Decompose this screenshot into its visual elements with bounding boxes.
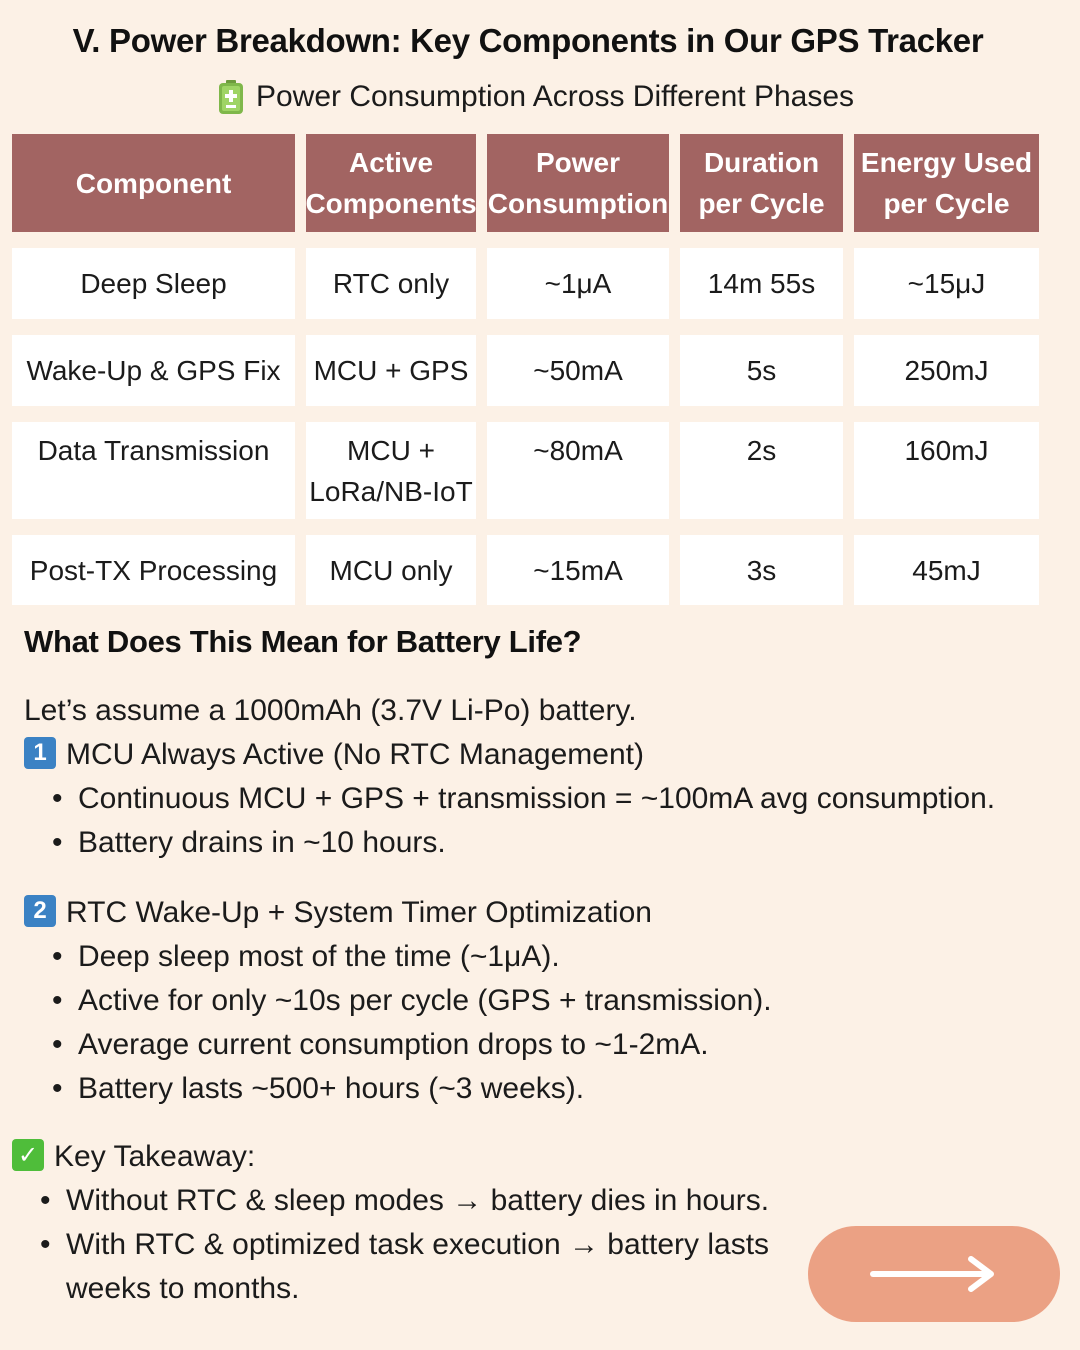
column-header: Duration per Cycle xyxy=(680,134,843,232)
table-cell: ~50mA xyxy=(487,335,669,406)
list-item-text: Without RTC & sleep modes → battery dies… xyxy=(66,1184,770,1217)
column-header: Power Consumption xyxy=(487,134,669,232)
table-cell: Deep Sleep xyxy=(12,248,295,319)
page-subtitle: Power Consumption Across Different Phase… xyxy=(0,80,1072,114)
table-cell: 2s xyxy=(680,422,843,519)
list-item-text: Battery lasts ~500+ hours (~3 weeks). xyxy=(78,1072,585,1105)
list-item: • Battery lasts ~500+ hours (~3 weeks). xyxy=(52,1072,585,1105)
list-item-text: Deep sleep most of the time (~1μA). xyxy=(78,940,560,973)
table-cell: 160mJ xyxy=(854,422,1039,519)
table-cell: ~80mA xyxy=(487,422,669,519)
battery-icon xyxy=(218,80,244,114)
table-cell: 250mJ xyxy=(854,335,1039,406)
power-table: Component Active Components Power Consum… xyxy=(12,134,1039,605)
list-item-text: Continuous MCU + GPS + transmission = ~1… xyxy=(78,782,996,815)
list-item: • Average current consumption drops to ~1… xyxy=(52,1028,709,1061)
column-header: Energy Used per Cycle xyxy=(854,134,1039,232)
table-cell: MCU + GPS xyxy=(306,335,476,406)
list-item-text: Active for only ~10s per cycle (GPS + tr… xyxy=(78,984,772,1017)
scenario-1-title: 1 MCU Always Active (No RTC Management) xyxy=(24,737,644,772)
list-item: • With RTC & optimized task execution → b… xyxy=(40,1228,770,1261)
scenario-title-text: RTC Wake-Up + System Timer Optimization xyxy=(66,896,652,929)
intro-text: Let’s assume a 1000mAh (3.7V Li-Po) batt… xyxy=(24,694,637,727)
column-header: Component xyxy=(12,134,295,232)
list-item: • Without RTC & sleep modes → battery die… xyxy=(40,1184,770,1217)
table-cell: Post-TX Processing xyxy=(12,535,295,605)
table-cell: 5s xyxy=(680,335,843,406)
table-cell: 14m 55s xyxy=(680,248,843,319)
list-item: • Battery drains in ~10 hours. xyxy=(52,826,446,859)
takeaway-title: ✓ Key Takeaway: xyxy=(12,1139,256,1174)
arrow-right-icon xyxy=(870,1256,994,1292)
table-cell: MCU + LoRa/NB-IoT xyxy=(306,422,476,519)
table-cell: ~1μA xyxy=(487,248,669,319)
table-cell: Data Transmission xyxy=(12,422,295,519)
page-title: V. Power Breakdown: Key Components in Ou… xyxy=(72,22,984,59)
table-cell: MCU only xyxy=(306,535,476,605)
number-one-icon: 1 xyxy=(24,737,56,770)
scenario-title-text: MCU Always Active (No RTC Management) xyxy=(66,738,644,771)
table-cell: Wake-Up & GPS Fix xyxy=(12,335,295,406)
list-item: • Active for only ~10s per cycle (GPS + t… xyxy=(52,984,772,1017)
table-cell: ~15μJ xyxy=(854,248,1039,319)
list-item-continuation: weeks to months. xyxy=(66,1272,300,1305)
subtitle-text: Power Consumption Across Different Phase… xyxy=(255,80,855,113)
number-two-icon: 2 xyxy=(24,895,56,928)
battery-life-heading: What Does This Mean for Battery Life? xyxy=(24,624,582,659)
list-item: • Deep sleep most of the time (~1μA). xyxy=(52,940,560,973)
takeaway-title-text: Key Takeaway: xyxy=(54,1140,256,1173)
table-cell: 45mJ xyxy=(854,535,1039,605)
column-header: Active Components xyxy=(305,134,477,232)
table-cell: RTC only xyxy=(306,248,476,319)
check-icon: ✓ xyxy=(12,1139,44,1172)
list-item-text: Battery drains in ~10 hours. xyxy=(78,826,446,859)
list-item-text: Average current consumption drops to ~1-… xyxy=(78,1028,709,1061)
table-cell: ~15mA xyxy=(487,535,669,605)
table-cell: 3s xyxy=(680,535,843,605)
next-button[interactable] xyxy=(808,1226,1060,1322)
scenario-2-title: 2 RTC Wake-Up + System Timer Optimization xyxy=(24,895,652,930)
list-item: • Continuous MCU + GPS + transmission = ~… xyxy=(52,782,996,815)
list-item-text: With RTC & optimized task execution → ba… xyxy=(66,1228,770,1261)
